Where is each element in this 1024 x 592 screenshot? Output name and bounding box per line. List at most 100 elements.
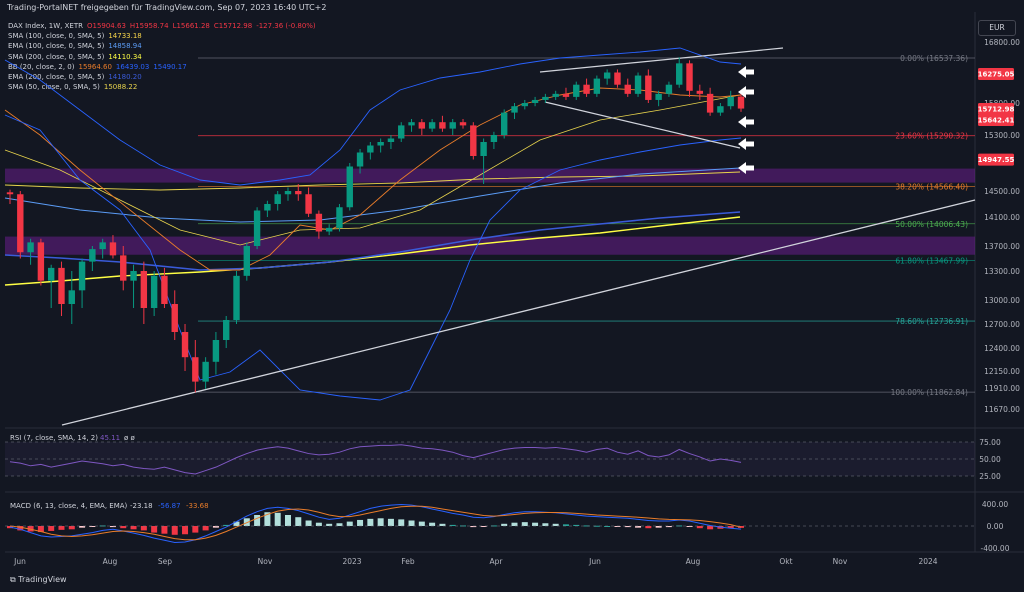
macd-bar (429, 522, 436, 526)
time-tick: Okt (779, 557, 792, 566)
macd-bar (336, 523, 343, 526)
candle (356, 152, 364, 167)
candle (27, 242, 34, 253)
rsi-band (5, 442, 975, 476)
candle (428, 122, 436, 129)
arrow-icon (738, 86, 754, 98)
macd-bar (130, 526, 137, 530)
candle (89, 249, 96, 262)
channel-lower-line (544, 101, 741, 149)
macd-bar (367, 518, 374, 526)
candle (624, 84, 631, 94)
candle (130, 271, 137, 281)
rsi-line (9, 444, 742, 475)
macd-bar (243, 518, 250, 526)
legend-label: EMA (200, close, 0, SMA, 5) (8, 73, 105, 82)
candle (573, 84, 580, 97)
candle (367, 145, 374, 153)
sma200-line (4, 216, 741, 286)
macd-bar (439, 523, 446, 526)
price-axis: 16800.0015800.0015300.0014500.0014100.00… (984, 38, 1020, 414)
legend-label: DAX Index, 1W, XETR (8, 22, 83, 30)
macd-line (9, 504, 742, 544)
candle (439, 122, 446, 129)
zone-rect (5, 168, 975, 183)
arrow-icon (738, 116, 754, 128)
candle (542, 96, 549, 100)
macd-bar (346, 521, 353, 526)
legend-value: 15964.60 (78, 62, 112, 71)
candle (645, 75, 652, 100)
legend-row[interactable]: EMA (200, close, 0, SMA, 5) 14180.20 (8, 72, 320, 82)
time-tick: Feb (401, 557, 415, 566)
candle (284, 191, 292, 195)
rsi-tick: 50.00 (979, 455, 1001, 464)
fib-label: 50.00% (14006.43) (895, 220, 968, 229)
legend-row[interactable]: BB (20, close, 2, 0) 15964.60 16439.03 1549… (8, 62, 320, 72)
candle (274, 194, 281, 204)
candle (120, 255, 127, 281)
price-tag-bg (978, 68, 1014, 81)
candle (17, 194, 24, 253)
legend-row[interactable]: SMA (100, close, 0, SMA, 5) 14733.18 (8, 31, 320, 41)
macd-label: MACD (6, 13, close, 4, EMA, EMA) (10, 502, 128, 510)
candle (531, 99, 539, 103)
sma100-line (4, 171, 741, 191)
fib-label: 61.80% (13467.99) (895, 257, 968, 266)
legend-value: L15661.28 (172, 22, 210, 30)
macd-bar (68, 526, 75, 530)
candle (686, 63, 693, 91)
legend-value: 14180.20 (108, 73, 142, 82)
sma50-line (4, 94, 741, 246)
arrow-icon (738, 66, 754, 78)
price-tags: 16275.05 15712.98 15642.41 14947.55 (978, 68, 1015, 166)
fib-label: 100.00% (11862.84) (891, 388, 968, 397)
candle (500, 112, 508, 135)
macd-bar (161, 526, 168, 534)
candle (233, 275, 240, 320)
macd-bar (79, 526, 86, 528)
rsi-value: 45.11 (100, 434, 120, 442)
macd-bar (274, 512, 281, 526)
candle (511, 106, 518, 113)
price-tag: 14947.55 (978, 156, 1015, 164)
candle (109, 242, 117, 256)
legend-row[interactable]: SMA (50, close, 0, SMA, 5) 15088.22 (8, 82, 320, 92)
bb-lower-line (4, 114, 742, 401)
candle (6, 192, 14, 195)
macd-bar (387, 518, 394, 526)
macd-bar (727, 526, 734, 529)
macd-tick: 400.00 (982, 500, 1008, 509)
candle (727, 96, 734, 107)
macd-bar (583, 525, 590, 527)
candle (737, 96, 745, 109)
candles (6, 57, 745, 393)
macd-bar (89, 526, 96, 527)
macd-bar (408, 520, 415, 526)
tradingview-logo[interactable]: ⧉ TradingView (10, 575, 67, 585)
annotation-arrows (738, 66, 754, 174)
macd-bar (449, 524, 456, 526)
time-tick: Nov (833, 557, 848, 566)
macd-bar (48, 526, 55, 531)
macd-bar (357, 519, 364, 526)
legend-row[interactable]: EMA (100, close, 0, SMA, 5) 14858.94 (8, 41, 320, 51)
candle (346, 166, 353, 208)
candle (418, 122, 426, 129)
macd-bar (655, 526, 662, 528)
price-tag-bg (978, 103, 1014, 115)
candle (717, 106, 724, 113)
candle (377, 142, 384, 146)
candle (634, 75, 642, 94)
candle (696, 90, 704, 94)
legend-row[interactable]: SMA (200, close, 0, SMA, 5) 14110.34 (8, 52, 320, 62)
macd-bar (665, 526, 672, 528)
long-trendline (61, 199, 976, 426)
candle (676, 63, 683, 85)
currency-button[interactable]: EUR (978, 20, 1016, 36)
legend-row[interactable]: DAX Index, 1W, XETR O15904.63 H15958.74 L15… (8, 21, 320, 31)
legend-value: 14858.94 (108, 42, 142, 51)
macd-bar (573, 524, 580, 526)
candle (37, 242, 45, 281)
